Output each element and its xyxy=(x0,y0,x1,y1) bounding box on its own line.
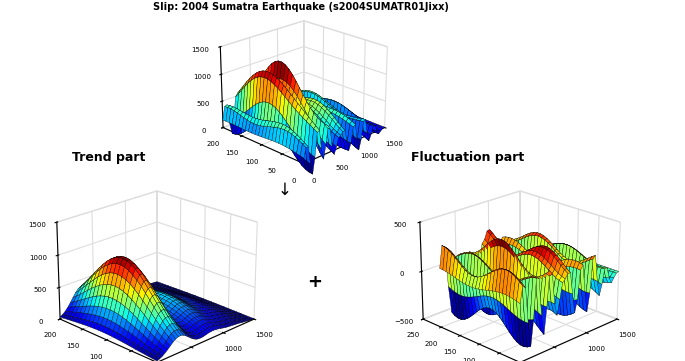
Text: ↓: ↓ xyxy=(277,180,291,199)
Text: Fluctuation part: Fluctuation part xyxy=(411,151,524,164)
Title: Slip: 2004 Sumatra Earthquake (s2004SUMATR01Jixx): Slip: 2004 Sumatra Earthquake (s2004SUMA… xyxy=(153,2,449,12)
Text: +: + xyxy=(308,273,323,291)
Text: Trend part: Trend part xyxy=(72,151,145,164)
